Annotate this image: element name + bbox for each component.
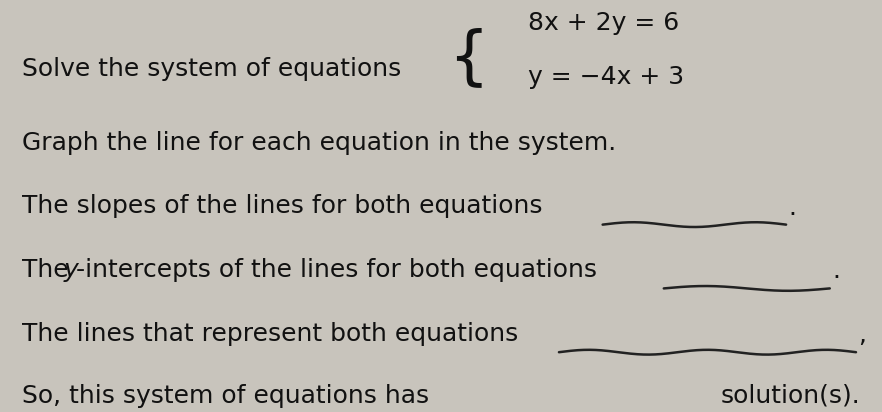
Text: Graph the line for each equation in the system.: Graph the line for each equation in the …	[22, 131, 616, 154]
Text: Solve the system of equations: Solve the system of equations	[22, 57, 401, 81]
Text: ,: ,	[857, 323, 866, 347]
Text: The: The	[22, 258, 76, 282]
Text: y: y	[64, 258, 78, 282]
Text: -intercepts of the lines for both equations: -intercepts of the lines for both equati…	[76, 258, 597, 282]
Text: The lines that represent both equations: The lines that represent both equations	[22, 322, 518, 346]
Text: solution(s).: solution(s).	[721, 384, 860, 408]
Text: .: .	[833, 260, 841, 283]
Text: {: {	[448, 27, 489, 89]
Text: .: .	[789, 196, 796, 220]
Text: So, this system of equations has: So, this system of equations has	[22, 384, 429, 408]
Text: 8x + 2y = 6: 8x + 2y = 6	[528, 11, 680, 35]
Text: y = −4x + 3: y = −4x + 3	[528, 65, 684, 89]
Text: The slopes of the lines for both equations: The slopes of the lines for both equatio…	[22, 194, 542, 218]
